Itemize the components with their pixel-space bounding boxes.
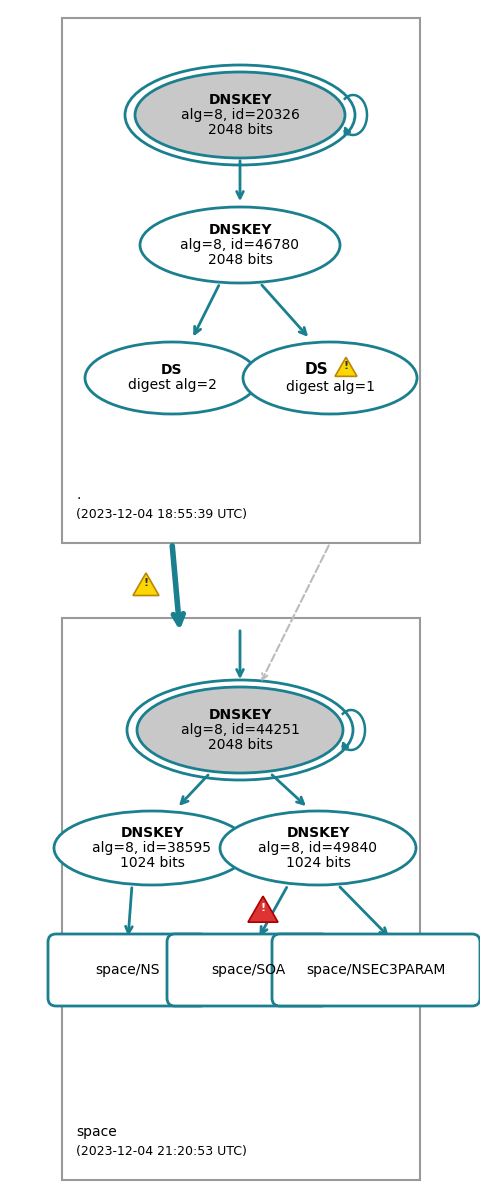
Ellipse shape bbox=[140, 207, 340, 283]
Ellipse shape bbox=[220, 811, 416, 885]
Text: alg=8, id=46780: alg=8, id=46780 bbox=[180, 238, 300, 252]
Polygon shape bbox=[248, 896, 278, 922]
Ellipse shape bbox=[137, 687, 343, 773]
Text: 2048 bits: 2048 bits bbox=[207, 253, 273, 267]
Ellipse shape bbox=[135, 72, 345, 158]
FancyBboxPatch shape bbox=[167, 934, 329, 1007]
FancyBboxPatch shape bbox=[62, 618, 420, 1180]
Text: (2023-12-04 18:55:39 UTC): (2023-12-04 18:55:39 UTC) bbox=[76, 508, 247, 521]
Text: DS: DS bbox=[304, 362, 328, 378]
Text: space/SOA: space/SOA bbox=[211, 963, 285, 976]
Text: DNSKEY: DNSKEY bbox=[208, 708, 272, 722]
FancyBboxPatch shape bbox=[62, 18, 420, 543]
Text: DNSKEY: DNSKEY bbox=[286, 826, 350, 840]
FancyBboxPatch shape bbox=[272, 934, 480, 1007]
Text: alg=8, id=44251: alg=8, id=44251 bbox=[180, 722, 300, 737]
Text: alg=8, id=49840: alg=8, id=49840 bbox=[259, 842, 377, 855]
Text: DNSKEY: DNSKEY bbox=[208, 93, 272, 107]
Text: space/NS: space/NS bbox=[96, 963, 160, 976]
Text: .: . bbox=[76, 488, 80, 502]
Text: !: ! bbox=[144, 578, 149, 588]
FancyBboxPatch shape bbox=[48, 934, 208, 1007]
Text: alg=8, id=20326: alg=8, id=20326 bbox=[180, 108, 300, 122]
Text: DNSKEY: DNSKEY bbox=[120, 826, 184, 840]
Text: 1024 bits: 1024 bits bbox=[286, 856, 350, 870]
Polygon shape bbox=[335, 358, 357, 377]
Text: 2048 bits: 2048 bits bbox=[207, 123, 273, 137]
Polygon shape bbox=[133, 573, 159, 596]
Text: (2023-12-04 21:20:53 UTC): (2023-12-04 21:20:53 UTC) bbox=[76, 1145, 247, 1158]
Text: space/NSEC3PARAM: space/NSEC3PARAM bbox=[306, 963, 446, 976]
Ellipse shape bbox=[85, 342, 259, 414]
Ellipse shape bbox=[243, 342, 417, 414]
Text: !: ! bbox=[261, 903, 265, 913]
Text: !: ! bbox=[343, 361, 348, 371]
Ellipse shape bbox=[54, 811, 250, 885]
Text: alg=8, id=38595: alg=8, id=38595 bbox=[93, 842, 212, 855]
Text: DS: DS bbox=[161, 364, 183, 378]
Text: space: space bbox=[76, 1125, 117, 1139]
Text: 1024 bits: 1024 bits bbox=[120, 856, 184, 870]
Text: 2048 bits: 2048 bits bbox=[207, 738, 273, 752]
Text: digest alg=1: digest alg=1 bbox=[286, 380, 374, 394]
Text: DNSKEY: DNSKEY bbox=[208, 223, 272, 237]
Text: digest alg=2: digest alg=2 bbox=[128, 378, 216, 393]
